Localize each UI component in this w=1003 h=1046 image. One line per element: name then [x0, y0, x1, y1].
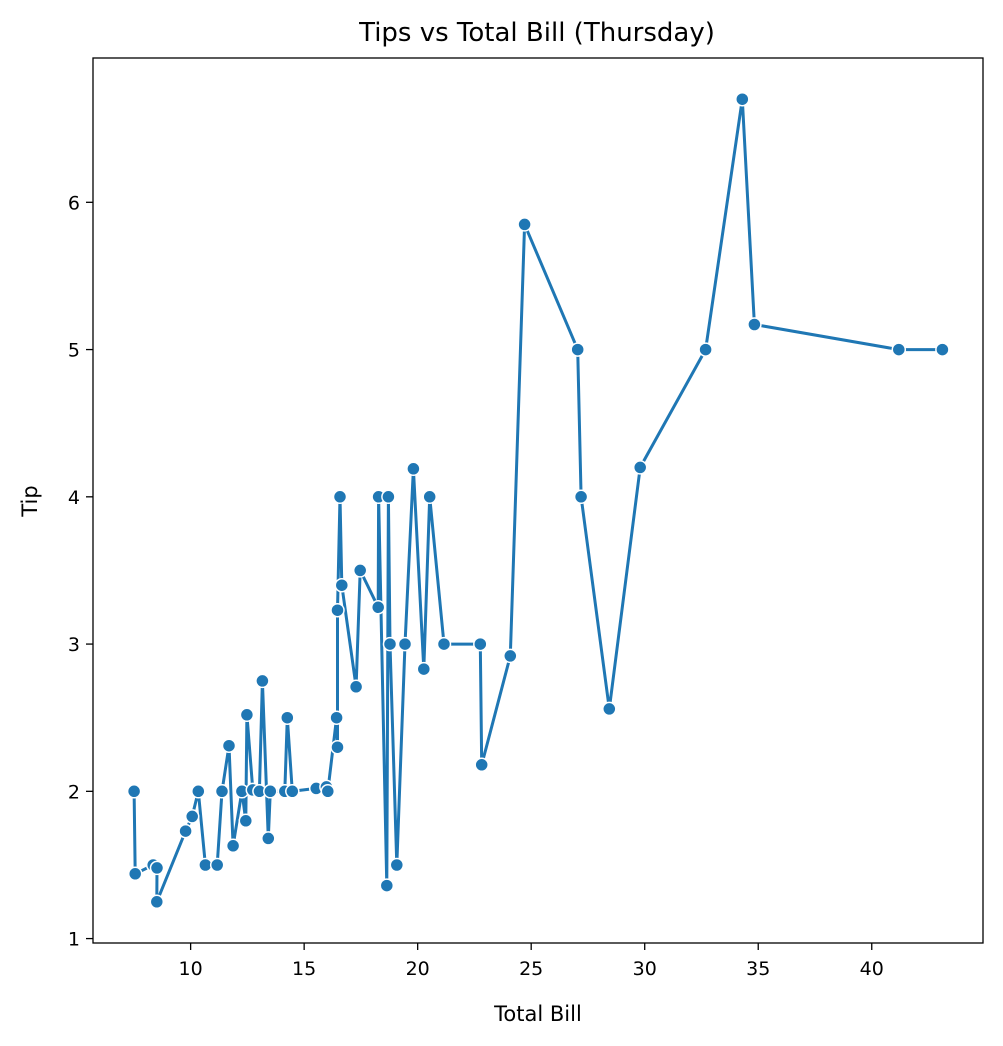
data-point — [348, 679, 364, 695]
data-point — [178, 823, 193, 839]
data-point — [397, 636, 413, 652]
y-tick-label: 2 — [68, 781, 80, 803]
y-tick-label: 5 — [68, 340, 80, 362]
data-point — [935, 342, 950, 357]
data-point — [214, 784, 230, 799]
data-point — [381, 489, 396, 505]
y-axis-label: Tip — [18, 485, 42, 517]
data-point — [573, 489, 589, 505]
plot-frame — [92, 57, 984, 944]
data-point — [473, 636, 488, 652]
data-point — [332, 489, 348, 505]
data-point — [191, 784, 206, 799]
x-axis-label: Total Bill — [493, 1002, 582, 1026]
y-tick-label: 1 — [68, 929, 80, 951]
data-point — [330, 602, 345, 618]
data-point — [602, 701, 617, 717]
y-tick-label: 4 — [68, 487, 80, 509]
x-tick-label: 25 — [519, 958, 543, 980]
data-point — [370, 600, 386, 615]
x-tick-label: 35 — [746, 958, 770, 980]
data-point — [239, 707, 255, 723]
x-tick-label: 40 — [860, 958, 884, 980]
data-point — [126, 784, 142, 799]
data-point — [238, 813, 254, 829]
series-line — [132, 97, 943, 904]
data-point — [280, 710, 295, 725]
data-point — [334, 577, 350, 593]
data-point — [382, 636, 398, 652]
data-point — [149, 894, 165, 910]
data-point — [379, 878, 395, 893]
data-point — [263, 784, 278, 799]
data-point — [891, 342, 907, 357]
y-tick-label: 3 — [68, 634, 80, 656]
x-axis: 10 15 20 25 30 35 40 — [179, 943, 884, 980]
data-point — [261, 831, 276, 846]
data-point — [570, 342, 585, 357]
data-point — [329, 710, 344, 725]
data-point — [474, 757, 489, 773]
x-tick-label: 20 — [406, 958, 430, 980]
data-point — [389, 857, 405, 873]
chart-title: Tips vs Total Bill (Thursday) — [358, 18, 715, 48]
data-point — [127, 866, 143, 882]
data-point — [225, 838, 241, 854]
x-tick-label: 30 — [633, 958, 657, 980]
data-point — [422, 489, 437, 505]
data-point — [209, 857, 225, 873]
data-point — [503, 648, 518, 664]
data-point — [285, 784, 300, 799]
plot-area — [126, 91, 950, 910]
data-point — [698, 342, 713, 357]
data-point — [330, 739, 345, 755]
data-point — [747, 317, 762, 332]
data-point — [406, 461, 421, 477]
data-point — [255, 673, 270, 689]
data-point — [221, 738, 237, 753]
data-point — [517, 217, 532, 232]
data-point — [184, 809, 200, 824]
data-point — [149, 860, 165, 876]
data-point — [320, 784, 336, 799]
data-point — [632, 460, 648, 475]
x-tick-label: 15 — [292, 958, 316, 980]
data-point — [735, 91, 750, 107]
data-point — [416, 661, 432, 677]
y-axis: 1 2 3 4 5 6 — [68, 192, 93, 951]
data-point — [352, 563, 368, 578]
x-tick-label: 10 — [179, 958, 203, 980]
y-tick-label: 6 — [68, 192, 80, 214]
data-point — [436, 636, 452, 652]
